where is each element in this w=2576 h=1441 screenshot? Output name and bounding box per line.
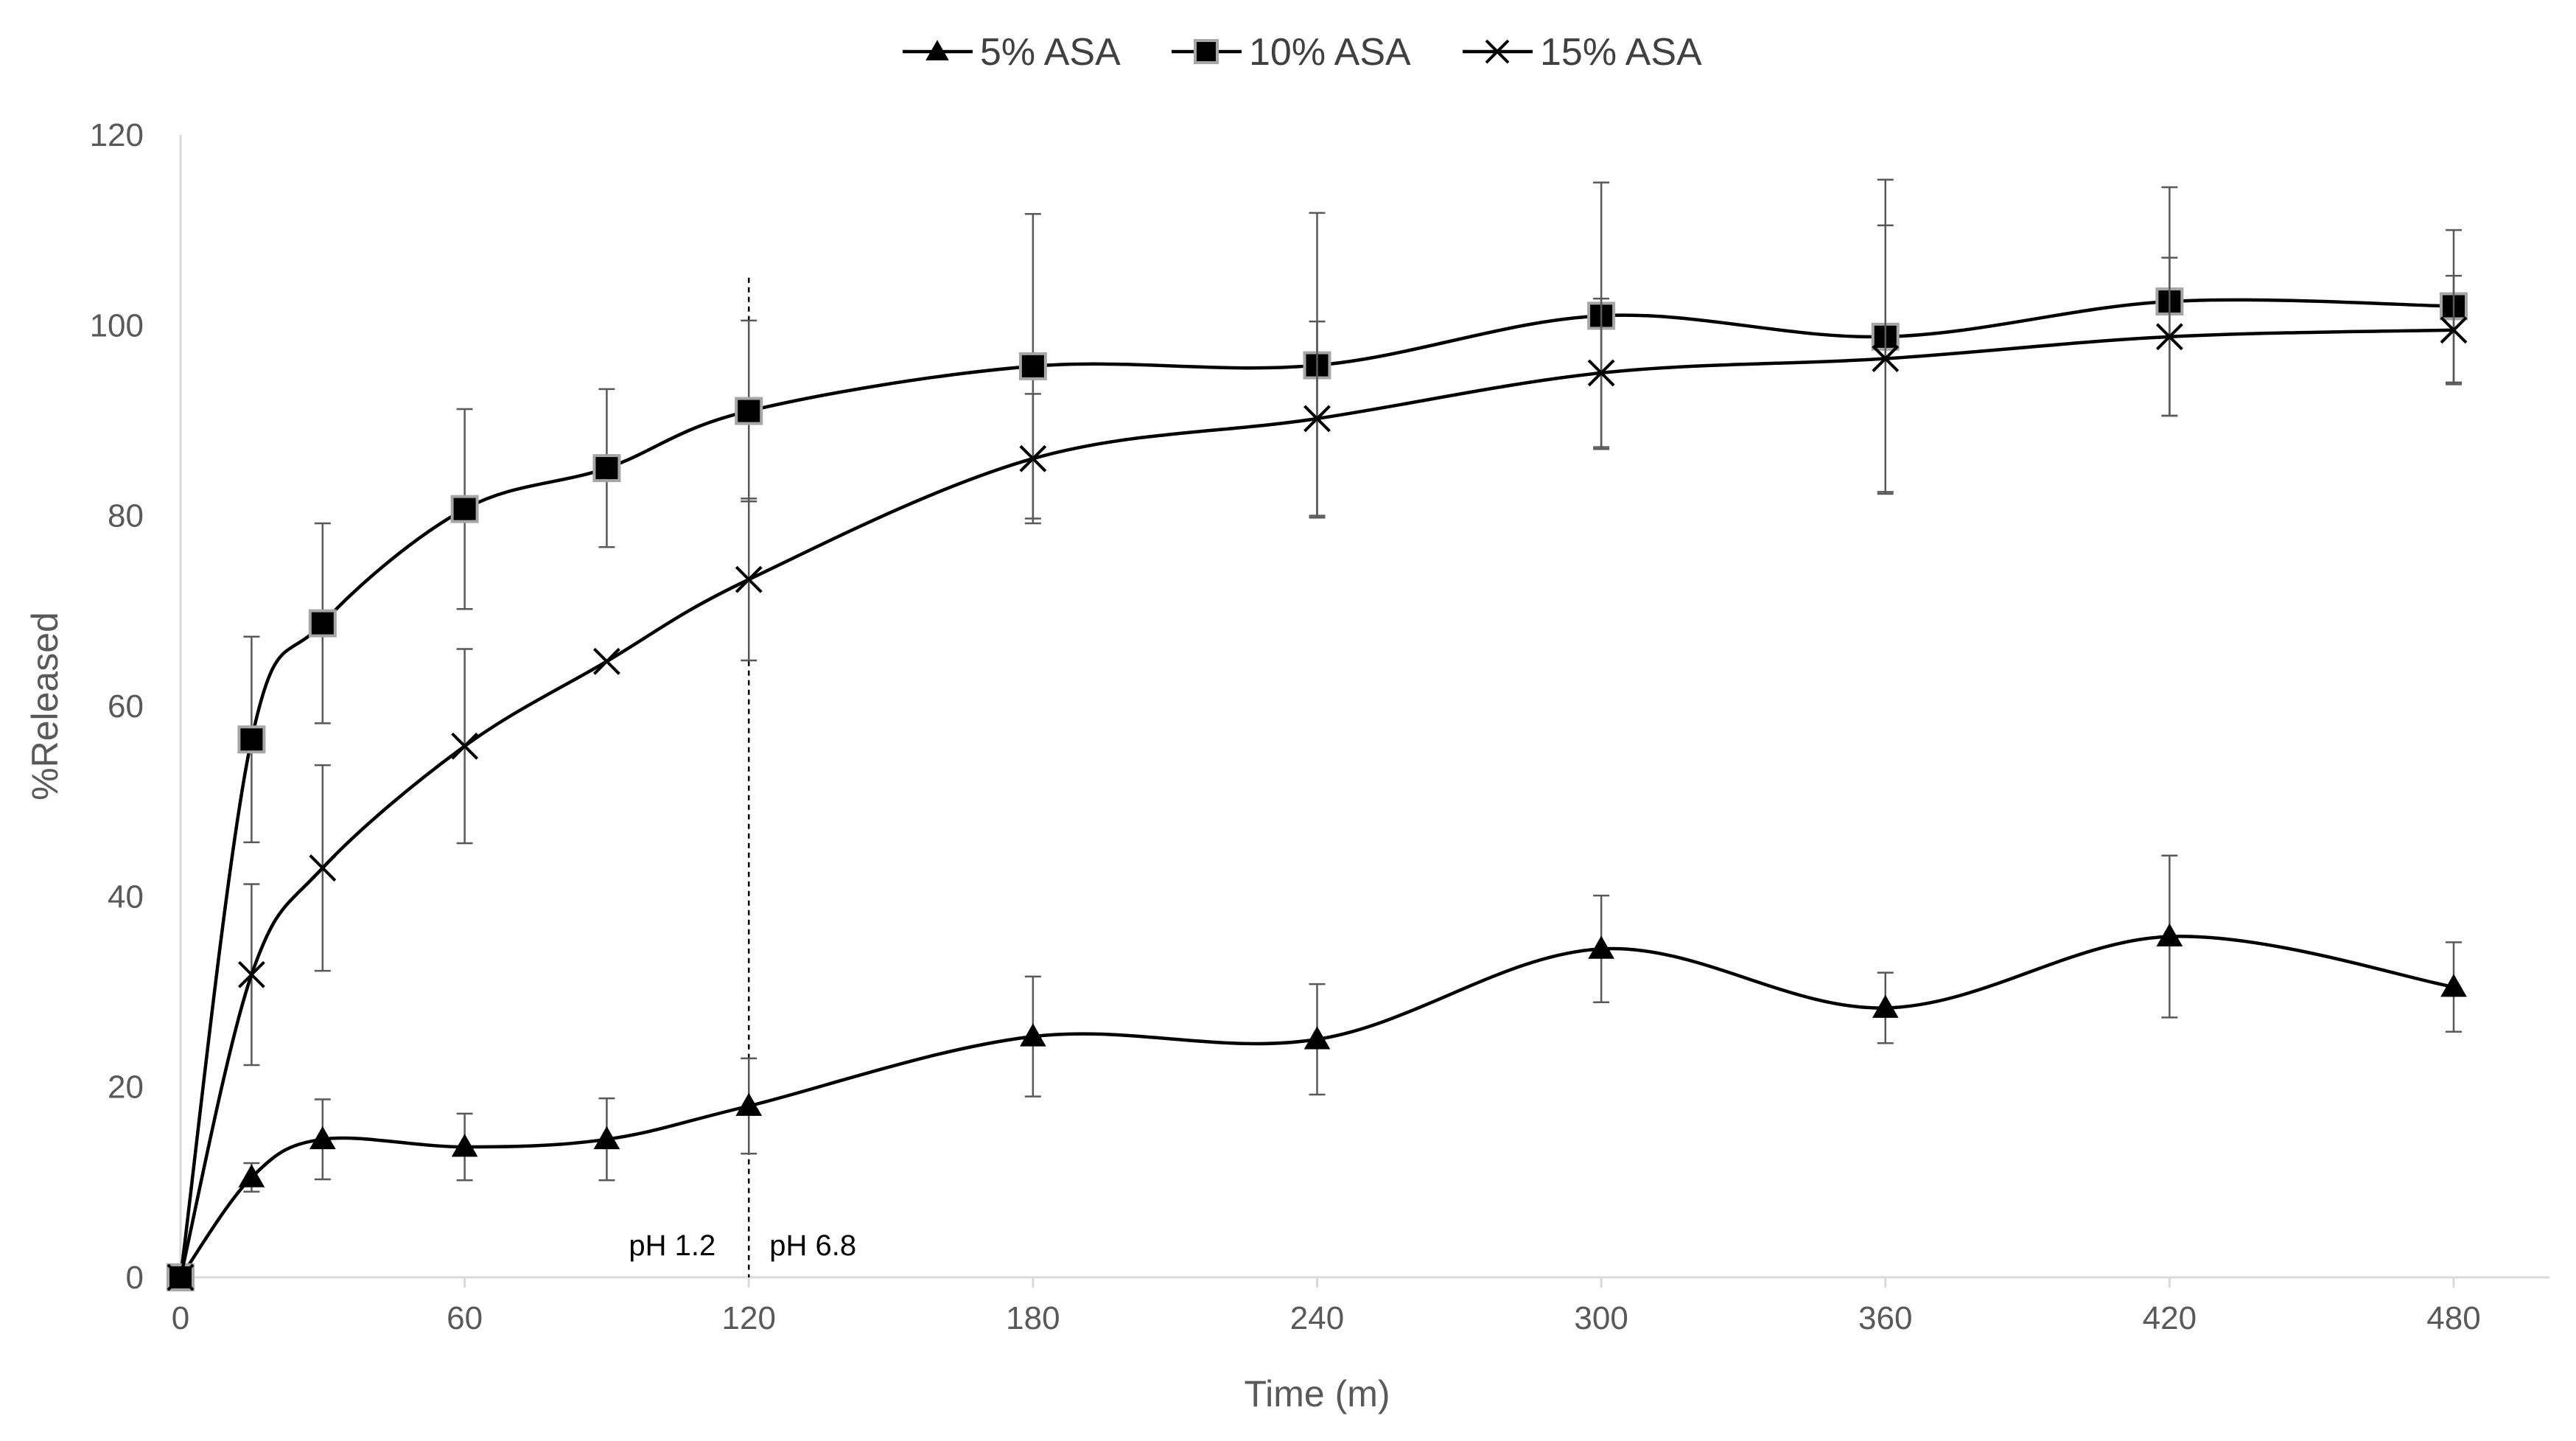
legend-label-5pct-asa: 5% ASA <box>980 31 1121 74</box>
point-5pct-asa-480 <box>2440 974 2467 997</box>
y-tick-label-80: 80 <box>108 498 144 534</box>
point-5pct-asa-240 <box>1303 1026 1331 1050</box>
y-tick-label-100: 100 <box>90 307 144 343</box>
point-5pct-asa-15 <box>238 1164 265 1187</box>
point-5pct-asa-180 <box>1020 1023 1046 1047</box>
legend: 5% ASA 10% ASA 15% ASA <box>903 31 1702 74</box>
point-15pct-asa-0-stroke-b <box>167 1263 195 1291</box>
legend-marker-15pct-asa-stroke-b <box>1485 39 1510 64</box>
point-15pct-asa-480 <box>2440 316 2468 344</box>
x-tick-label-360: 360 <box>1858 1300 1912 1336</box>
point-15pct-asa-15-stroke-b <box>237 960 265 988</box>
point-15pct-asa-360 <box>1872 345 1900 372</box>
point-5pct-asa-90 <box>593 1126 620 1150</box>
point-5pct-asa-420 <box>2156 923 2183 946</box>
point-15pct-asa-60-stroke-b <box>451 732 479 760</box>
point-10pct-asa-60 <box>450 495 479 523</box>
point-5pct-asa-30 <box>309 1126 336 1150</box>
point-15pct-asa-300 <box>1587 359 1615 387</box>
point-15pct-asa-30-stroke-b <box>309 854 337 882</box>
series-5pct-asa <box>167 854 2467 1288</box>
series-15pct-asa <box>167 224 2468 1291</box>
point-15pct-asa-240 <box>1303 405 1331 433</box>
legend-item-5pct-asa: 5% ASA <box>903 31 1121 74</box>
point-5pct-asa-120 <box>735 1092 763 1116</box>
legend-label-15pct-asa: 15% ASA <box>1540 31 1702 74</box>
point-10pct-asa-90 <box>592 454 621 483</box>
x-tick-label-60: 60 <box>447 1300 483 1336</box>
series-line-10pct-asa <box>178 298 2454 1278</box>
legend-item-10pct-asa: 10% ASA <box>1172 31 1411 74</box>
y-tick-label-0: 0 <box>126 1260 144 1296</box>
point-15pct-asa-0 <box>167 1263 195 1291</box>
x-tick-label-480: 480 <box>2426 1300 2480 1336</box>
point-15pct-asa-30 <box>309 854 337 882</box>
annotation-ph-after: pH 6.8 <box>769 1229 856 1262</box>
y-tick-label-40: 40 <box>108 879 144 915</box>
point-5pct-asa-60 <box>451 1134 478 1157</box>
point-5pct-asa-360 <box>1872 994 1899 1018</box>
y-tick-label-60: 60 <box>108 688 144 725</box>
point-5pct-asa-300 <box>1588 935 1614 959</box>
x-tick-label-240: 240 <box>1290 1300 1344 1336</box>
point-15pct-asa-480-stroke-b <box>2440 316 2468 344</box>
x-tick-label-180: 180 <box>1006 1300 1060 1336</box>
x-tick-label-120: 120 <box>722 1300 776 1336</box>
point-15pct-asa-180-stroke-b <box>1019 444 1047 472</box>
y-axis-title: %Released <box>24 612 66 800</box>
point-15pct-asa-300-stroke-b <box>1587 359 1615 387</box>
y-tick-label-120: 120 <box>90 117 144 153</box>
legend-marker-10pct-asa <box>1194 39 1219 64</box>
y-tick-label-20: 20 <box>108 1070 144 1106</box>
series-group <box>167 178 2468 1291</box>
legend-marker-15pct-asa <box>1485 39 1510 64</box>
point-15pct-asa-90-stroke-b <box>593 647 620 675</box>
point-15pct-asa-15 <box>237 960 265 988</box>
point-15pct-asa-120-stroke-b <box>735 565 763 593</box>
point-15pct-asa-90 <box>593 647 620 675</box>
legend-marker-5pct-asa <box>925 40 949 60</box>
point-15pct-asa-180 <box>1019 444 1047 472</box>
annotation-ph-before: pH 1.2 <box>629 1229 715 1262</box>
point-15pct-asa-240-stroke-b <box>1303 405 1331 433</box>
point-15pct-asa-360-stroke-b <box>1872 345 1900 372</box>
point-10pct-asa-180 <box>1018 352 1047 380</box>
series-line-5pct-asa <box>179 935 2454 1279</box>
x-tick-label-420: 420 <box>2143 1300 2197 1336</box>
point-15pct-asa-420-stroke-b <box>2155 323 2183 351</box>
x-axis-title: Time (m) <box>1244 1373 1390 1414</box>
legend-label-10pct-asa: 10% ASA <box>1249 31 1411 74</box>
point-15pct-asa-420 <box>2155 323 2183 351</box>
point-15pct-asa-60 <box>451 732 479 760</box>
legend-item-15pct-asa: 15% ASA <box>1463 31 1702 74</box>
axes-group: 0 20 40 60 80 100 120 0 60 120 180 240 300 360 420 480 T… <box>24 117 2549 1414</box>
point-10pct-asa-30 <box>308 609 337 638</box>
point-10pct-asa-120 <box>735 397 763 425</box>
x-tick-label-300: 300 <box>1574 1300 1628 1336</box>
point-10pct-asa-15 <box>237 725 266 754</box>
x-tick-label-0: 0 <box>172 1300 189 1336</box>
point-15pct-asa-120 <box>735 565 763 593</box>
